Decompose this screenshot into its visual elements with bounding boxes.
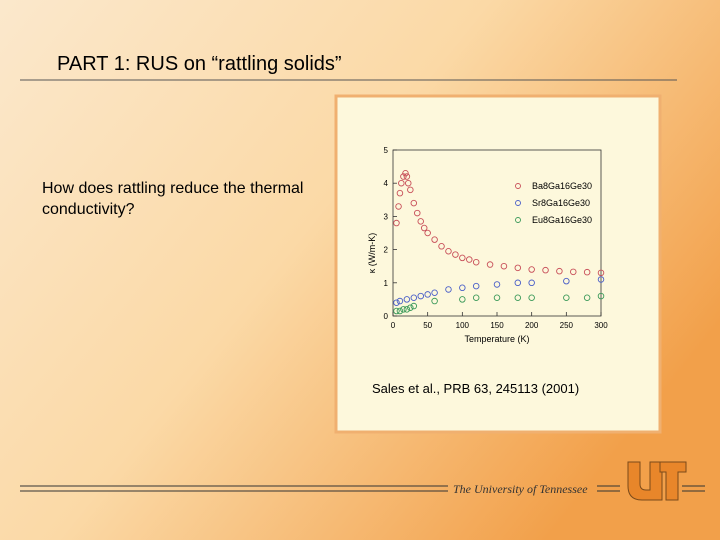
data-point	[396, 307, 404, 315]
data-point	[459, 284, 466, 292]
data-point	[410, 294, 418, 301]
data-point	[459, 254, 466, 262]
y-tick-label: 0	[384, 312, 389, 321]
data-point	[424, 229, 431, 237]
data-point	[445, 286, 452, 293]
data-point	[393, 307, 400, 315]
data-point	[402, 169, 409, 177]
data-point	[438, 243, 445, 250]
x-tick-label: 250	[560, 321, 574, 330]
data-point	[407, 304, 414, 311]
data-point	[472, 294, 480, 301]
data-point	[493, 294, 501, 301]
footer-lines	[20, 485, 705, 492]
data-point	[597, 269, 605, 277]
data-point	[542, 266, 549, 274]
data-point	[403, 173, 411, 180]
data-point	[528, 266, 535, 273]
x-tick-label: 300	[594, 321, 608, 330]
chart: 0 50 100 150 200 250 300 0 1 2 3 4 5 Temperature (K) κ…	[367, 146, 608, 344]
data-point	[400, 306, 407, 313]
data-point	[563, 277, 570, 285]
data-point	[420, 224, 428, 232]
data-point	[466, 256, 473, 263]
slide-title: PART 1: RUS on “rattling solids”	[57, 53, 342, 75]
data-point	[431, 297, 438, 305]
data-point	[414, 209, 421, 217]
data-point	[431, 289, 438, 297]
data-point	[528, 279, 535, 287]
data-point	[398, 179, 405, 187]
data-point	[597, 276, 605, 283]
data-point	[500, 262, 508, 270]
data-point	[393, 219, 400, 227]
data-point	[410, 302, 418, 310]
data-point	[424, 291, 431, 298]
x-tick-label: 100	[456, 321, 470, 330]
legend-label: Ba8Ga16Ge30	[532, 181, 592, 191]
y-tick-label: 1	[384, 279, 389, 288]
data-point	[514, 264, 522, 272]
data-point	[393, 299, 400, 306]
data-point	[405, 179, 412, 187]
question: How does rattling reduce the thermal con…	[42, 180, 304, 218]
data-point	[407, 186, 414, 194]
data-point	[556, 267, 563, 275]
data-point	[597, 292, 605, 300]
question-box: How does rattling reduce the thermal con…	[42, 180, 304, 218]
data-point	[459, 296, 466, 303]
data-point	[570, 268, 577, 276]
data-point	[472, 258, 480, 266]
y-tick-label: 3	[384, 212, 389, 221]
y-tick-label: 5	[384, 146, 389, 155]
data-point	[403, 306, 411, 313]
data-point	[396, 297, 404, 305]
citation: Sales et al., PRB 63, 245113 (2001)	[372, 381, 579, 396]
ut-logo	[627, 461, 687, 501]
figure-frame	[334, 94, 662, 434]
data-point	[486, 261, 494, 268]
legend-marker	[515, 183, 521, 189]
data-point	[400, 173, 407, 180]
legend-label: Eu8Ga16Ge30	[532, 215, 592, 225]
data-point	[472, 282, 480, 290]
x-tick-label: 200	[525, 321, 539, 330]
data-point	[514, 294, 522, 301]
data-point	[445, 248, 452, 255]
data-point	[403, 296, 411, 303]
data-point	[493, 281, 501, 288]
data-point	[417, 218, 424, 225]
y-tick-label: 2	[384, 246, 389, 255]
x-tick-label: 150	[490, 321, 504, 330]
data-point	[563, 294, 570, 301]
data-point	[528, 294, 535, 301]
x-tick-label: 50	[423, 321, 432, 330]
data-point	[431, 236, 438, 243]
data-point	[410, 199, 418, 207]
legend-label: Sr8Ga16Ge30	[532, 198, 590, 208]
x-axis-label: Temperature (K)	[464, 334, 529, 344]
data-point	[514, 279, 522, 287]
y-tick-label: 4	[384, 179, 389, 188]
data-point	[396, 189, 404, 197]
data-point	[395, 203, 402, 210]
data-point	[452, 251, 459, 258]
legend-marker	[515, 217, 521, 223]
y-axis-label: κ (W/m-K)	[367, 233, 377, 274]
data-point	[417, 292, 424, 300]
data-point	[583, 294, 591, 301]
x-tick-label: 0	[391, 321, 396, 330]
data-point	[583, 268, 591, 276]
footer-text: The University of Tennessee	[453, 482, 588, 496]
legend-marker	[515, 200, 521, 206]
